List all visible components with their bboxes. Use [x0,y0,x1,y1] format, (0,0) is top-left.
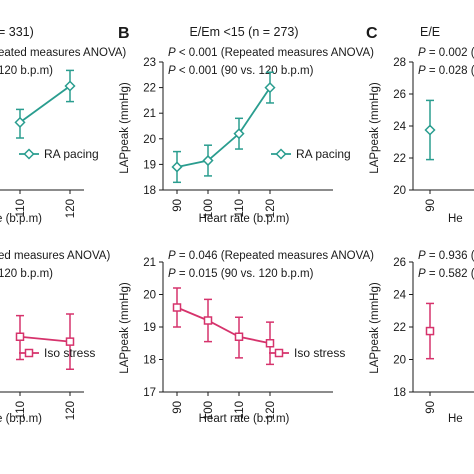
y-tick-label-c-bottom: 20 [393,355,406,367]
data-point-a-bottom [65,337,75,346]
annotation-a-top: 120 b.p.m) [0,65,53,77]
x-tick-label-c-top: 90 [425,199,437,212]
x-tick-label-a-top: 110 [15,199,27,217]
y-tick-label-b-top: 20 [143,134,156,146]
x-tick-label-b-top: 100 [203,199,215,218]
legend-label-b-bottom: Iso stress [294,346,345,360]
data-point-b-top [202,154,214,167]
ylabel-top-b: LAPpeak (mmHg) [119,82,131,174]
panel-letter-c: C [366,25,378,42]
y-tick-label-b-top: 18 [143,185,156,197]
x-tick-label-b-top: 110 [234,199,246,217]
y-tick-label-c-bottom: 18 [393,387,406,399]
legend-marker-b-top [275,148,287,160]
legend-label-a-bottom: Iso stress [44,346,95,360]
x-tick-label-b-bottom: 90 [172,401,184,414]
ylabel-bottom-c: LAPpeak (mmHg) [369,282,381,374]
y-tick-label-c-bottom: 22 [393,322,406,334]
annotation-b-top: P < 0.001 (90 vs. 120 b.p.m) [168,65,314,77]
y-tick-label-b-bottom: 18 [143,355,156,367]
data-point-b-bottom [234,332,244,341]
data-point-b-top [171,161,183,173]
annotation-c-top: P = 0.028 (9 [418,65,474,77]
data-point-c-top [424,124,436,136]
y-tick-label-b-bottom: 21 [143,257,156,269]
header-panel-c: E/E [420,25,440,39]
ylabel-bottom-b: LAPpeak (mmHg) [119,282,131,374]
x-tick-label-b-top: 90 [172,199,184,212]
y-tick-label-c-bottom: 24 [393,290,406,302]
legend-marker-a-top [23,148,35,160]
y-tick-label-c-bottom: 26 [393,257,406,269]
legend-marker-b-bottom [274,348,284,358]
y-tick-label-b-top: 21 [143,108,156,120]
x-tick-label-b-bottom: 100 [203,401,215,420]
annotation-b-bottom: P = 0.015 (90 vs. 120 b.p.m) [168,268,314,280]
y-tick-label-b-top: 22 [143,83,156,95]
xlabel-top-c: He [448,213,463,225]
xlabel-top-b: Heart rate (b.p.m) [199,213,290,225]
x-tick-label-a-top: 120 [65,199,77,218]
y-tick-label-b-top: 23 [143,57,156,69]
series-line-a-top [19,85,71,124]
plot-layer: 110 120 eated measures ANOVA) 120 b.p.m) RA … [0,47,474,420]
data-point-a-top [64,80,76,92]
annotation-a-top: eated measures ANOVA) [0,47,126,59]
xlabel-bottom-c: He [448,413,463,425]
ylabel-top-c: LAPpeak (mmHg) [369,82,381,174]
x-tick-label-b-bottom: 120 [265,401,277,420]
legend-label-b-top: RA pacing [296,147,351,161]
y-tick-label-c-top: 26 [393,89,406,101]
y-tick-label-c-top: 28 [393,57,406,69]
xlabel-top-a: e (b.p.m) [0,213,42,225]
x-tick-label-a-bottom: 110 [15,401,27,419]
data-point-a-top [14,116,26,128]
xlabel-bottom-a: e (b.p.m) [0,413,42,425]
data-point-b-top [233,128,245,140]
data-point-b-bottom [203,316,213,325]
x-tick-label-b-top: 120 [265,199,277,218]
data-point-a-bottom [15,332,25,341]
annotation-a-bottom: ed measures ANOVA) [0,250,110,262]
panel-letter-b: B [118,25,130,42]
y-tick-label-c-top: 24 [393,121,406,133]
annotation-b-top: P < 0.001 (Repeated measures ANOVA) [168,47,374,59]
header-panel-b: E/Em <15 (n = 273) [189,25,298,39]
series-line-a-bottom [19,335,71,343]
annotation-c-bottom: P = 0.582 (9 [418,268,474,280]
legend-marker-a-bottom [24,348,34,358]
annotation-c-bottom: P = 0.936 (F [418,250,474,262]
x-tick-label-b-bottom: 110 [234,401,246,419]
y-tick-label-c-top: 20 [393,185,406,197]
xlabel-bottom-b: Heart rate (b.p.m) [199,413,290,425]
series-line-b-bottom [176,306,271,345]
x-tick-label-c-bottom: 90 [425,401,437,414]
series-line-b-top [176,87,271,168]
data-point-c-bottom [425,326,435,336]
y-tick-label-b-bottom: 17 [143,387,156,399]
annotation-c-top: P = 0.002 (R [418,47,474,59]
x-tick-label-a-bottom: 120 [65,401,77,420]
data-point-b-top [264,82,276,94]
y-tick-label-c-top: 22 [393,153,406,165]
data-point-b-bottom [265,339,275,348]
annotation-b-bottom: P = 0.046 (Repeated measures ANOVA) [168,250,374,262]
y-tick-label-b-top: 19 [143,159,156,171]
data-point-b-bottom [172,303,182,312]
y-tick-label-b-bottom: 20 [143,290,156,302]
header-panel-a: = 331) [0,25,34,39]
annotation-a-bottom: 120 b.p.m) [0,268,53,280]
legend-label-a-top: RA pacing [44,147,99,161]
y-tick-label-b-bottom: 19 [143,322,156,334]
